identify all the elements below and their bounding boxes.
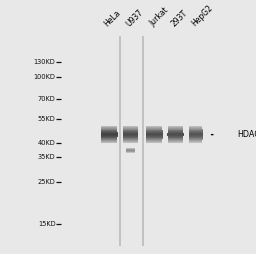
Bar [168, 127, 183, 128]
Bar [146, 140, 162, 141]
Bar [123, 136, 138, 137]
Text: HeLa: HeLa [103, 8, 123, 28]
Bar [168, 130, 183, 131]
Bar [146, 130, 163, 131]
Bar [101, 132, 118, 133]
Bar [101, 136, 118, 137]
Bar [167, 132, 184, 133]
Bar [101, 139, 117, 140]
Bar [146, 129, 163, 130]
Text: 55KD: 55KD [38, 116, 56, 122]
Text: HDAC3: HDAC3 [237, 130, 256, 139]
Bar [123, 140, 138, 141]
Bar [123, 137, 138, 138]
Bar [167, 134, 184, 135]
Bar [146, 131, 163, 132]
Bar [168, 126, 183, 127]
Bar [123, 128, 138, 129]
Bar [101, 129, 117, 130]
Text: 25KD: 25KD [38, 179, 56, 185]
Bar [123, 133, 138, 134]
Text: 293T: 293T [169, 8, 189, 28]
Bar [168, 128, 183, 129]
Text: 35KD: 35KD [38, 154, 56, 160]
Bar [168, 129, 183, 130]
Bar [101, 134, 118, 135]
Bar [189, 135, 203, 136]
Bar [189, 131, 202, 132]
Text: 40KD: 40KD [38, 140, 56, 146]
Bar [123, 139, 138, 140]
Text: 130KD: 130KD [34, 59, 56, 65]
Bar [189, 129, 202, 130]
Bar [146, 141, 162, 142]
Bar [101, 138, 118, 139]
Bar [101, 128, 117, 129]
Bar [146, 138, 163, 139]
Text: U937: U937 [124, 8, 145, 28]
Bar [101, 137, 118, 138]
Bar [101, 130, 118, 131]
Text: 100KD: 100KD [34, 74, 56, 80]
Text: HepG2: HepG2 [189, 4, 214, 28]
Bar [146, 137, 163, 138]
Bar [123, 142, 138, 143]
Bar [101, 141, 117, 142]
Bar [101, 142, 117, 143]
Text: 70KD: 70KD [38, 96, 56, 102]
Text: 15KD: 15KD [38, 221, 56, 227]
Bar [189, 130, 202, 131]
Bar [146, 128, 162, 129]
Bar [146, 127, 162, 128]
Bar [146, 133, 163, 134]
Bar [189, 134, 203, 135]
Bar [168, 138, 183, 139]
Bar [146, 136, 163, 137]
Bar [123, 129, 138, 130]
Bar [146, 134, 163, 135]
Bar [189, 127, 202, 128]
Text: Jurkat: Jurkat [148, 6, 170, 28]
Bar [123, 131, 138, 132]
Bar [168, 139, 183, 140]
Bar [146, 142, 162, 143]
Bar [168, 141, 183, 142]
Bar [123, 138, 138, 139]
Bar [167, 131, 184, 132]
Bar [189, 136, 203, 137]
Bar [189, 128, 202, 129]
Bar [167, 135, 184, 136]
Bar [101, 131, 118, 132]
Bar [123, 134, 138, 135]
Bar [167, 137, 184, 138]
Bar [101, 135, 118, 136]
Bar [123, 132, 138, 133]
Bar [189, 132, 203, 133]
Bar [101, 133, 118, 134]
Bar [146, 126, 162, 127]
Bar [123, 130, 138, 131]
Bar [101, 127, 117, 128]
Bar [167, 133, 184, 134]
Bar [168, 142, 183, 143]
Bar [189, 139, 202, 140]
Bar [189, 141, 202, 142]
Bar [123, 135, 138, 136]
Bar [146, 139, 163, 140]
Bar [189, 133, 203, 134]
Bar [189, 137, 202, 138]
Bar [123, 127, 138, 128]
Bar [189, 126, 202, 127]
Bar [146, 132, 163, 133]
Bar [146, 135, 163, 136]
Bar [189, 140, 202, 141]
Bar [123, 126, 138, 127]
Bar [101, 140, 117, 141]
Bar [168, 140, 183, 141]
Bar [189, 142, 202, 143]
Bar [167, 136, 184, 137]
Bar [101, 126, 117, 127]
Bar [123, 141, 138, 142]
Bar [189, 138, 202, 139]
